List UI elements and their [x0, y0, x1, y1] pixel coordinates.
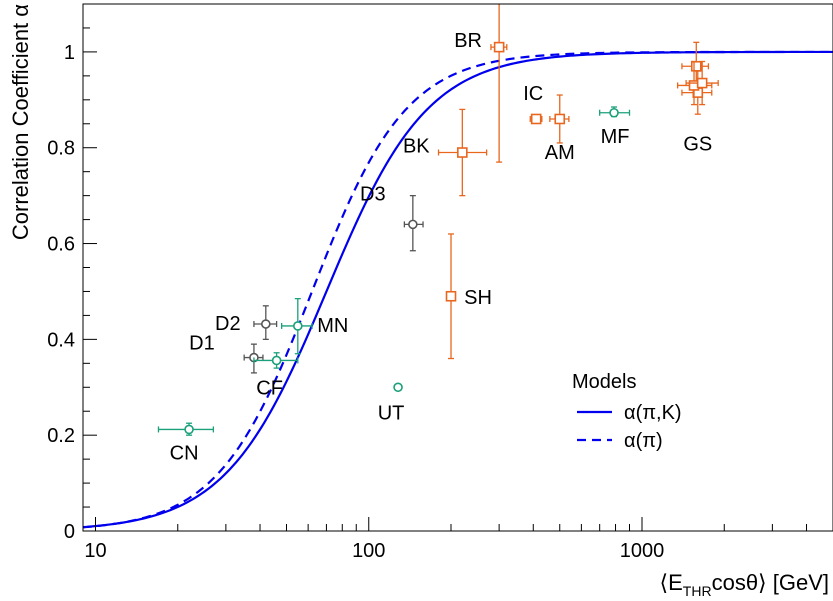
point-label-cn: CN [170, 442, 199, 464]
point-label-cf: CF [256, 377, 283, 399]
data-point-mn [281, 297, 313, 355]
square-marker [690, 60, 702, 72]
circle-marker [609, 107, 619, 118]
square-marker [554, 113, 566, 125]
data-point-br [490, 4, 508, 163]
point-label-d1: D1 [189, 333, 215, 355]
circle-marker [293, 321, 303, 331]
data-point-sh [445, 233, 457, 360]
point-label-bk: BK [403, 136, 430, 158]
axis-ticks: 10 100 1000 0 0.2 0.4 0.6 0.8 1 [47, 3, 833, 562]
legend: Models α(π,K) α(π) [572, 371, 682, 452]
point-label-gs: GS [683, 134, 712, 156]
y-tick-label: 0.4 [47, 329, 75, 351]
x-tick-label: 10 [84, 540, 106, 562]
legend-title: Models [572, 371, 636, 393]
x-tick-label: 100 [352, 540, 385, 562]
x-axis-label-rest: cosθ⟩ [GeV] [712, 570, 829, 595]
model-curves [82, 50, 833, 529]
data-point-d2 [253, 305, 278, 341]
circle-marker [393, 382, 403, 393]
data-point-cf [253, 352, 299, 369]
circle-marker [408, 219, 418, 230]
point-label-sh: SH [464, 287, 492, 309]
y-tick-label: 0.2 [47, 425, 75, 447]
square-marker [445, 290, 457, 302]
square-marker [696, 77, 708, 89]
data-point-bk [437, 108, 488, 197]
point-label-am: AM [545, 142, 575, 164]
circle-marker [271, 355, 282, 366]
point-labels: CN D1 CF D2 MN UT D3 SH BK BR IC AM MF GS [170, 30, 713, 464]
point-label-mf: MF [601, 126, 630, 148]
point-label-br: BR [454, 30, 482, 52]
data-points [157, 4, 719, 436]
data-point-gs-extra-16 [685, 60, 719, 106]
square-marker [493, 41, 505, 53]
data-point-cn [157, 422, 215, 436]
square-marker [530, 113, 542, 125]
data-point-ic [529, 113, 543, 125]
circle-marker [184, 424, 194, 435]
x-axis-label-sub: THR [683, 583, 712, 599]
point-label-mn: MN [317, 315, 348, 337]
x-axis-label: ⟨ETHRcosθ⟩ [GeV] [660, 570, 829, 599]
y-tick-label: 1 [64, 42, 75, 64]
model-curve-alpha-pi [82, 50, 833, 529]
data-point-d3 [403, 194, 424, 252]
legend-label: α(π,K) [624, 402, 682, 424]
legend-label: α(π) [624, 430, 663, 452]
x-tick-label: 1000 [620, 540, 665, 562]
point-label-ic: IC [523, 83, 543, 105]
point-label-d3: D3 [360, 183, 386, 205]
y-tick-label: 0 [64, 521, 75, 543]
y-tick-label: 0.8 [47, 138, 75, 160]
x-axis-label-open: ⟨E [660, 570, 683, 595]
data-point-ut [393, 382, 403, 393]
point-label-ut: UT [378, 402, 405, 424]
circle-marker [261, 319, 271, 329]
y-tick-label: 0.6 [47, 234, 75, 256]
point-label-d2: D2 [215, 313, 241, 335]
square-marker [457, 147, 468, 158]
data-point-am [549, 94, 570, 144]
data-point-mf [599, 106, 631, 118]
y-axis-label: Correlation Coefficient α [8, 4, 33, 240]
